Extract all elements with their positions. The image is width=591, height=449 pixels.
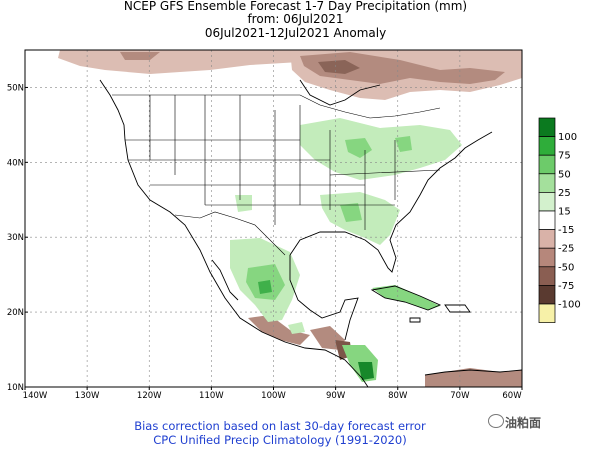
us-state-borders-vertical xyxy=(149,95,396,230)
y-tick-label: 10N xyxy=(7,383,24,393)
legend-swatch xyxy=(538,192,556,212)
legend-label: -100 xyxy=(558,300,581,311)
dry-area-canada-west-core xyxy=(120,52,160,60)
dry-area-south-america xyxy=(425,368,522,387)
y-tick-label: 20N xyxy=(7,308,24,318)
wet-area-mexico-south xyxy=(288,322,305,334)
us-state-borders-horizontal xyxy=(125,139,441,206)
x-tick-label: 100W xyxy=(261,391,286,401)
legend-swatch xyxy=(538,266,556,286)
hispaniola-outline xyxy=(444,304,471,313)
legend-label: 100 xyxy=(558,132,577,143)
dry-area-mexico-south xyxy=(248,315,310,345)
gulf-of-california-coast xyxy=(211,259,239,301)
y-tick-label: 50N xyxy=(7,83,24,93)
x-tick-label: 120W xyxy=(137,391,162,401)
x-tick-label: 90W xyxy=(326,391,346,401)
legend-swatch xyxy=(538,229,556,249)
dry-area-canada-east-core xyxy=(300,52,505,84)
dry-area-canada-east-peak xyxy=(318,60,360,74)
coastlines xyxy=(99,79,522,387)
map-title-line1: NCEP GFS Ensemble Forecast 1-7 Day Preci… xyxy=(123,0,468,13)
x-tick-label: 70W xyxy=(450,391,470,401)
x-tick-label: 80W xyxy=(388,391,408,401)
x-axis-labels: 140W 130W 120W 110W 100W 90W 80W 70W 60W xyxy=(23,387,523,401)
legend-label: -75 xyxy=(558,281,574,292)
legend-label: -15 xyxy=(558,225,574,236)
legend-swatch xyxy=(538,285,556,305)
wet-area-cuba xyxy=(372,285,440,310)
legend-label: 25 xyxy=(558,188,571,199)
legend-label: -25 xyxy=(558,244,574,255)
x-tick-label: 130W xyxy=(75,391,100,401)
atlantic-gulf-coastline xyxy=(289,131,493,273)
y-axis-labels: 50N 40N 30N 20N 10N xyxy=(7,83,28,393)
pacific-coastline xyxy=(99,79,369,387)
jamaica-outline xyxy=(409,317,421,323)
footer-line2: CPC Unified Precip Climatology (1991-202… xyxy=(153,433,407,447)
map-title-line2: from: 06Jul2021 xyxy=(247,12,344,26)
yucatan-coastline xyxy=(289,255,359,341)
wet-area-new-mexico xyxy=(235,195,252,212)
cuba-outline xyxy=(370,285,442,311)
legend-swatch xyxy=(538,136,556,156)
wechat-icon xyxy=(488,414,504,428)
map-title-line3: 06Jul2021-12Jul2021 Anomaly xyxy=(204,26,387,40)
us-canada-border xyxy=(112,94,441,119)
wet-area-northeast-us xyxy=(300,118,462,180)
hudson-bay-coast xyxy=(299,79,381,106)
x-tick-label: 140W xyxy=(23,391,48,401)
watermark-text: 油粕面 xyxy=(505,416,542,430)
us-mexico-border xyxy=(174,211,286,256)
legend-swatch xyxy=(538,247,556,268)
footer-line1: Bias correction based on last 30-day for… xyxy=(134,419,426,433)
wet-area-central-america-peak xyxy=(358,362,374,380)
x-tick-label: 110W xyxy=(199,391,224,401)
wet-area-mexico-peak xyxy=(258,280,272,294)
map-gridlines xyxy=(25,50,522,387)
color-legend: 100 75 50 25 15 -15 -25 -50 -75 -100 xyxy=(538,117,581,323)
legend-swatch xyxy=(538,154,556,175)
legend-label: -50 xyxy=(558,262,574,273)
legend-swatch xyxy=(538,210,556,230)
legend-label: 50 xyxy=(558,169,571,180)
political-borders xyxy=(112,94,441,256)
south-america-coast xyxy=(424,369,522,376)
dry-anomaly-areas xyxy=(58,50,522,387)
y-tick-label: 30N xyxy=(7,233,24,243)
legend-swatch xyxy=(538,173,556,193)
y-tick-label: 40N xyxy=(7,158,24,168)
legend-label: 15 xyxy=(558,207,571,218)
legend-swatch xyxy=(538,303,556,323)
legend-swatch xyxy=(538,117,556,137)
x-tick-label: 60W xyxy=(502,391,522,401)
wet-area-alabama xyxy=(340,203,362,222)
wet-area-new-york xyxy=(395,136,412,152)
legend-label: 75 xyxy=(558,151,571,162)
